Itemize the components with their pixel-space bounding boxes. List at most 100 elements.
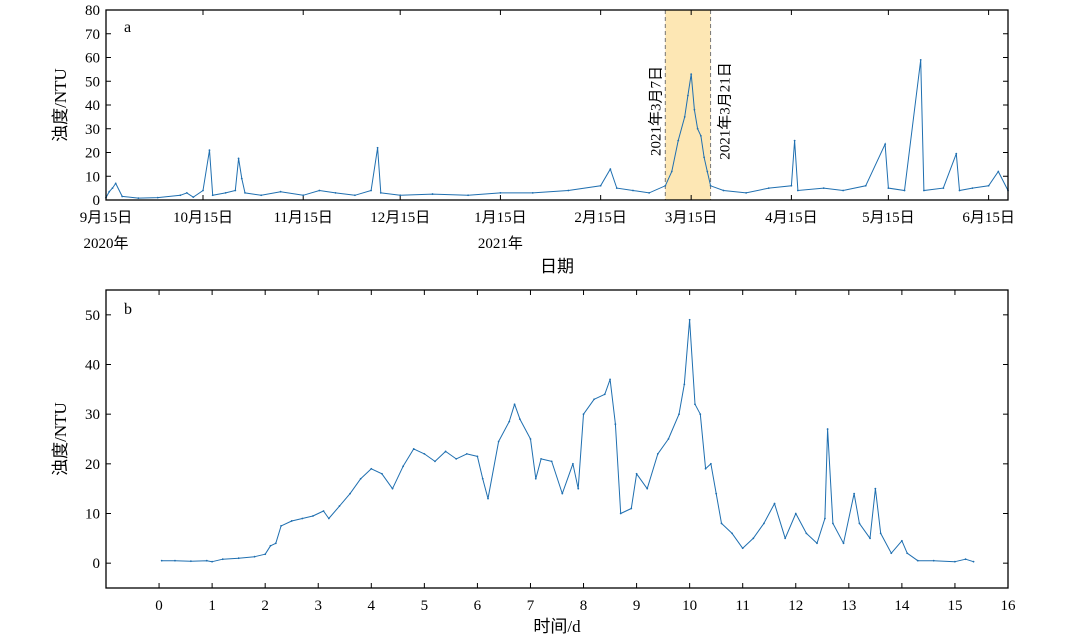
data-point [550,460,553,463]
data-point [997,170,1000,173]
data-point [942,187,945,190]
data-point [693,108,696,111]
data-point [824,517,826,520]
data-point [137,197,140,200]
y-tick-label: 0 [93,556,101,572]
data-point [879,532,882,535]
x-tick-label: 3月15日 [665,210,718,226]
data-point [322,510,325,512]
data-point [156,196,159,199]
x-tick-label: 12月15日 [370,210,430,226]
data-point [869,537,871,540]
data-point [237,157,240,160]
x-tick-label: 3 [314,598,322,614]
data-point [694,403,696,406]
data-point [793,139,796,142]
data-point [192,196,195,199]
data-point [185,191,188,194]
y-tick-label: 10 [85,169,100,185]
data-point [402,465,405,468]
x-tick-label: 9 [633,598,641,614]
data-point [906,552,909,555]
data-point [874,487,877,490]
x-tick-label: 6月15日 [962,210,1015,226]
data-point [678,413,680,416]
data-point [614,423,617,425]
data-point [958,189,961,192]
data-point [741,547,744,550]
data-point [687,94,689,97]
data-point [767,187,770,190]
data-point [370,467,373,470]
data-point [354,194,356,197]
data-point [567,189,570,192]
data-point [379,191,382,194]
data-point [706,170,709,173]
x-tick-label: 12 [788,598,803,614]
data-point [704,467,707,470]
data-point [709,184,712,187]
data-point [648,191,651,194]
data-point [794,512,797,515]
data-point [121,195,124,198]
data-point [202,189,204,192]
data-point [664,184,667,187]
data-point [773,502,776,505]
data-point [715,492,718,495]
data-point [264,553,267,556]
data-point [269,544,272,547]
x-tick-label: 15 [947,598,962,614]
data-point [497,440,500,443]
data-point [234,189,237,192]
data-point [540,457,542,460]
data-point [826,428,829,430]
data-point [211,560,214,563]
data-point [534,477,537,480]
x-tick-label: 8 [580,598,588,614]
data-point [160,559,163,562]
data-point [334,191,337,194]
data-point [327,517,330,520]
highlight-start-label: 2021年3月7日 [647,66,664,156]
x-tick-label: 11月15日 [273,210,332,226]
y-tick-label: 30 [85,407,100,423]
panel-b-frame [105,289,1009,589]
panel-b-y-axis-label: 浊度/NTU [51,402,70,476]
panel-a-chart: 0 10 20 30 40 50 60 70 80 9月15日 2020年 10月15日 11月15日 1… [51,3,1015,276]
data-point [280,525,282,527]
data-point [108,190,111,193]
x-tick-label: 14 [894,598,910,614]
data-point [476,455,479,458]
data-point [890,552,893,555]
data-point [561,492,564,495]
turbidity-series-line [105,59,1009,199]
data-point [240,177,243,180]
data-point [412,448,415,450]
data-point [954,560,956,563]
x-tick-label: 1月15日 [474,210,527,226]
data-point [790,184,793,187]
highlight-end-label: 2021年3月21日 [717,62,734,160]
data-point [842,189,845,192]
panel-a-x-axis-label: 日期 [540,257,574,276]
data-point [431,193,434,195]
y-tick-label: 40 [85,98,100,114]
data-point [513,403,516,406]
x-tick-label: 9月15日 [80,210,133,226]
data-point [318,189,321,192]
data-point [955,152,958,155]
data-point [290,520,293,522]
data-point [593,398,596,401]
x-tick-label: 4月15日 [765,210,818,226]
x-tick-year-label: 2021年 [478,235,523,252]
data-point [189,560,192,563]
data-point [302,194,305,197]
y-tick-label: 0 [93,193,101,209]
data-point [619,512,622,515]
data-point [832,522,834,525]
data-point [599,184,602,187]
data-point [244,191,246,194]
data-point [919,58,922,61]
x-tick-label: 16 [1001,598,1017,614]
